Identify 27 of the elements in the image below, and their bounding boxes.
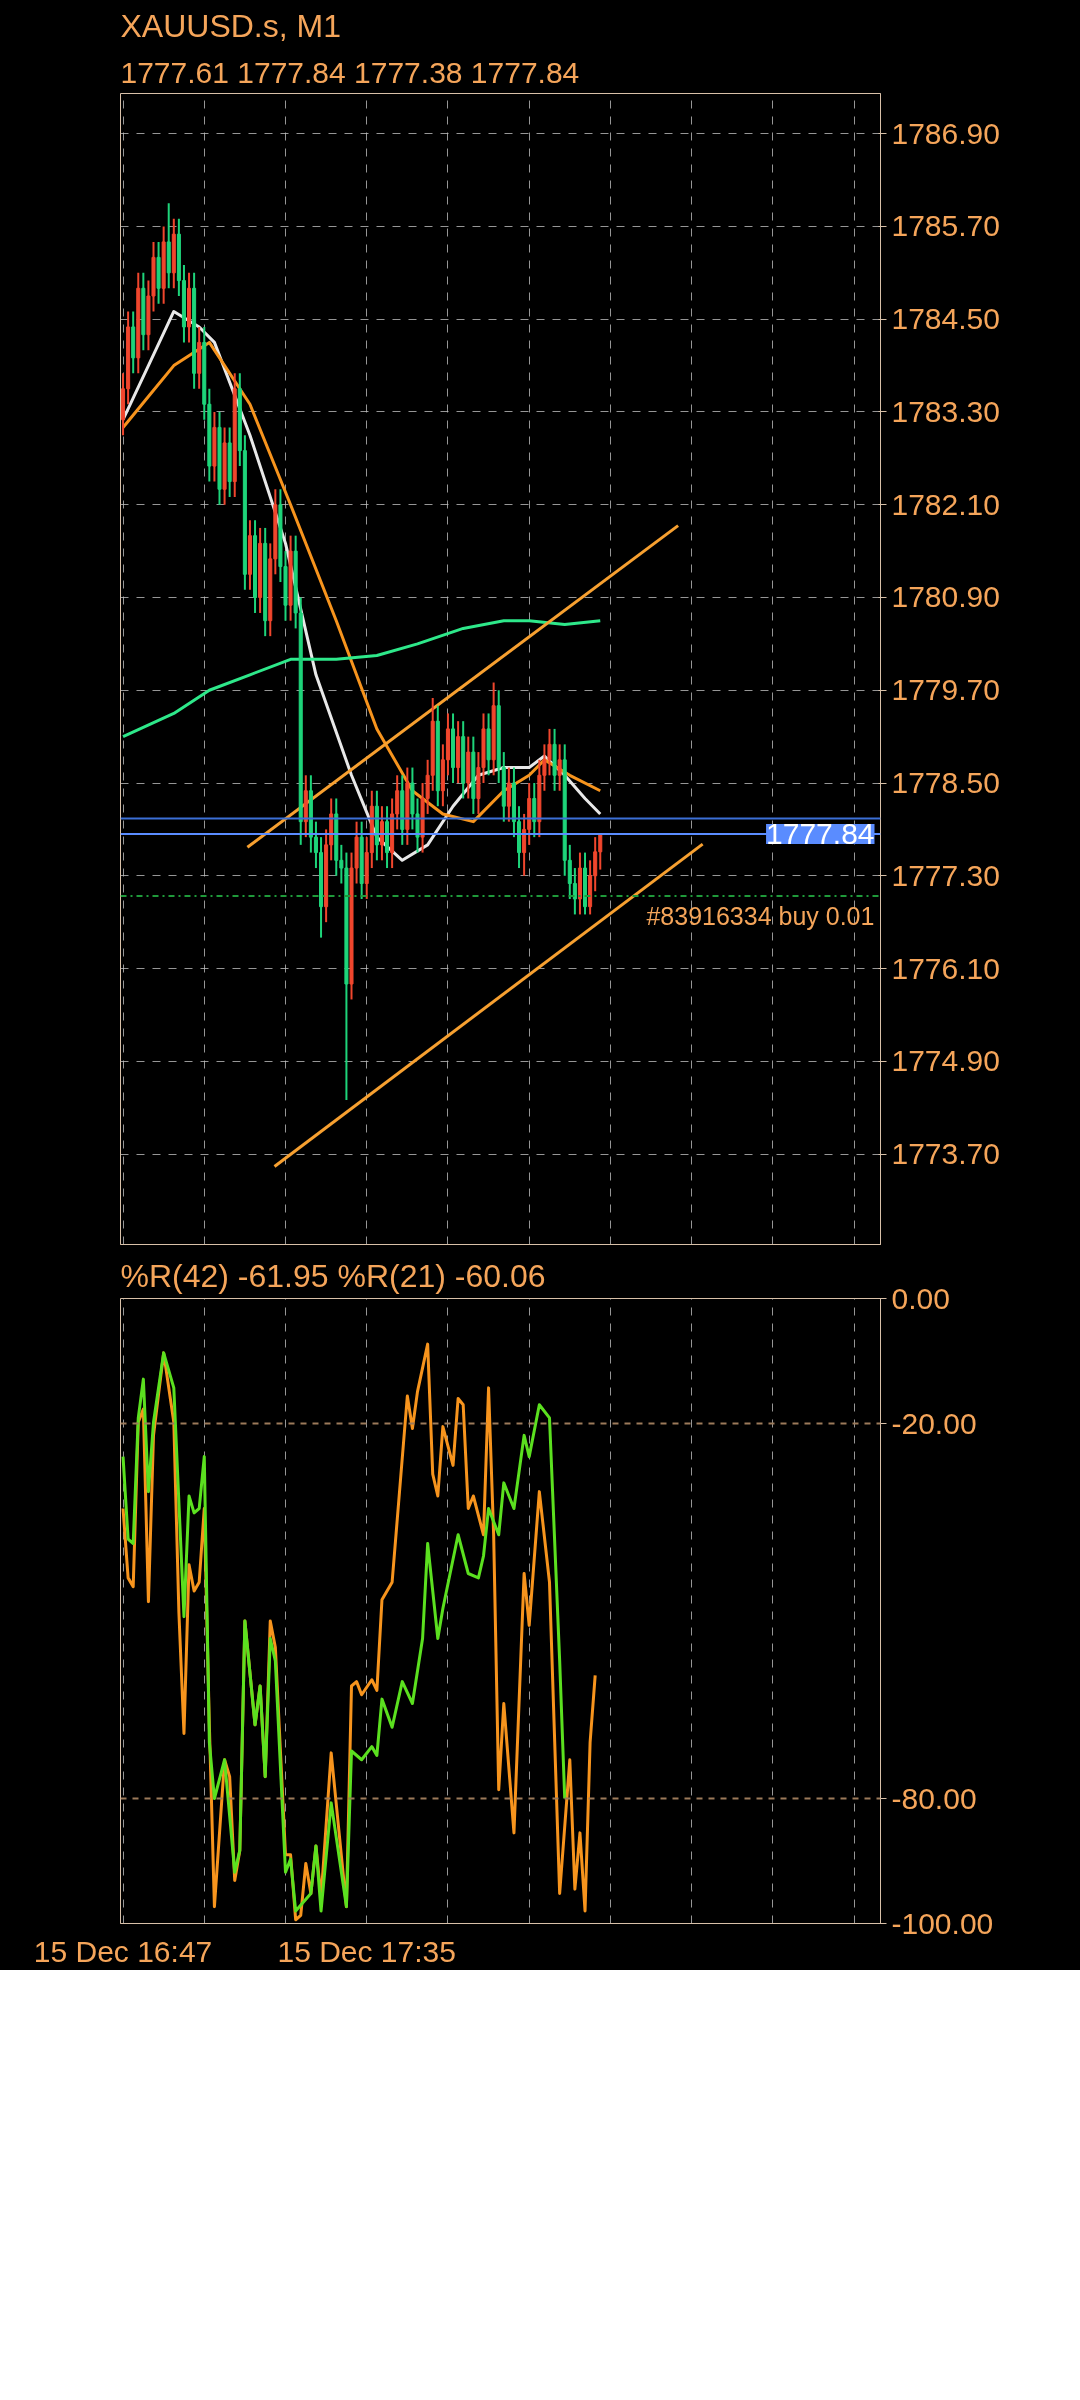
y-tick-label: 1786.90 <box>891 116 1000 150</box>
y-tick-label: 1776.10 <box>891 951 1000 985</box>
x-tick-label: 15 Dec 16:47 <box>33 1934 213 1968</box>
y-tick-label: 0.00 <box>891 1281 950 1315</box>
y-tick-label: -100.00 <box>891 1906 994 1940</box>
chart-title: XAUUSD.s, M1 <box>120 7 341 44</box>
y-tick-label: 1784.50 <box>891 302 1000 336</box>
chart-title: %R(42) -61.95 %R(21) -60.06 <box>120 1257 546 1294</box>
annotation: #83916334 buy 0.01 <box>646 901 875 930</box>
y-tick-label: 1779.70 <box>891 673 1000 707</box>
y-tick-label: -20.00 <box>891 1406 977 1440</box>
y-tick-label: 1782.10 <box>891 487 1000 521</box>
candlestick <box>557 743 562 792</box>
y-tick-label: 1777.30 <box>891 858 1000 892</box>
y-tick-label: 1774.90 <box>891 1044 1000 1078</box>
y-tick-label: 1780.90 <box>891 580 1000 614</box>
x-tick-label: 15 Dec 17:35 <box>277 1934 456 1968</box>
y-tick-label: 1783.30 <box>891 394 1000 428</box>
y-tick-label: 1773.70 <box>891 1137 1000 1171</box>
y-tick-label: 1778.50 <box>891 766 1000 800</box>
chart-subtitle: 1777.61 1777.84 1777.38 1777.84 <box>120 55 580 89</box>
candlestick <box>506 766 511 823</box>
y-tick-label: -80.00 <box>891 1781 977 1815</box>
y-tick-label: 1785.70 <box>891 209 1000 243</box>
candlestick <box>379 805 384 862</box>
ref-line-label: 1777.84 <box>766 817 875 851</box>
candlestick <box>532 782 537 839</box>
